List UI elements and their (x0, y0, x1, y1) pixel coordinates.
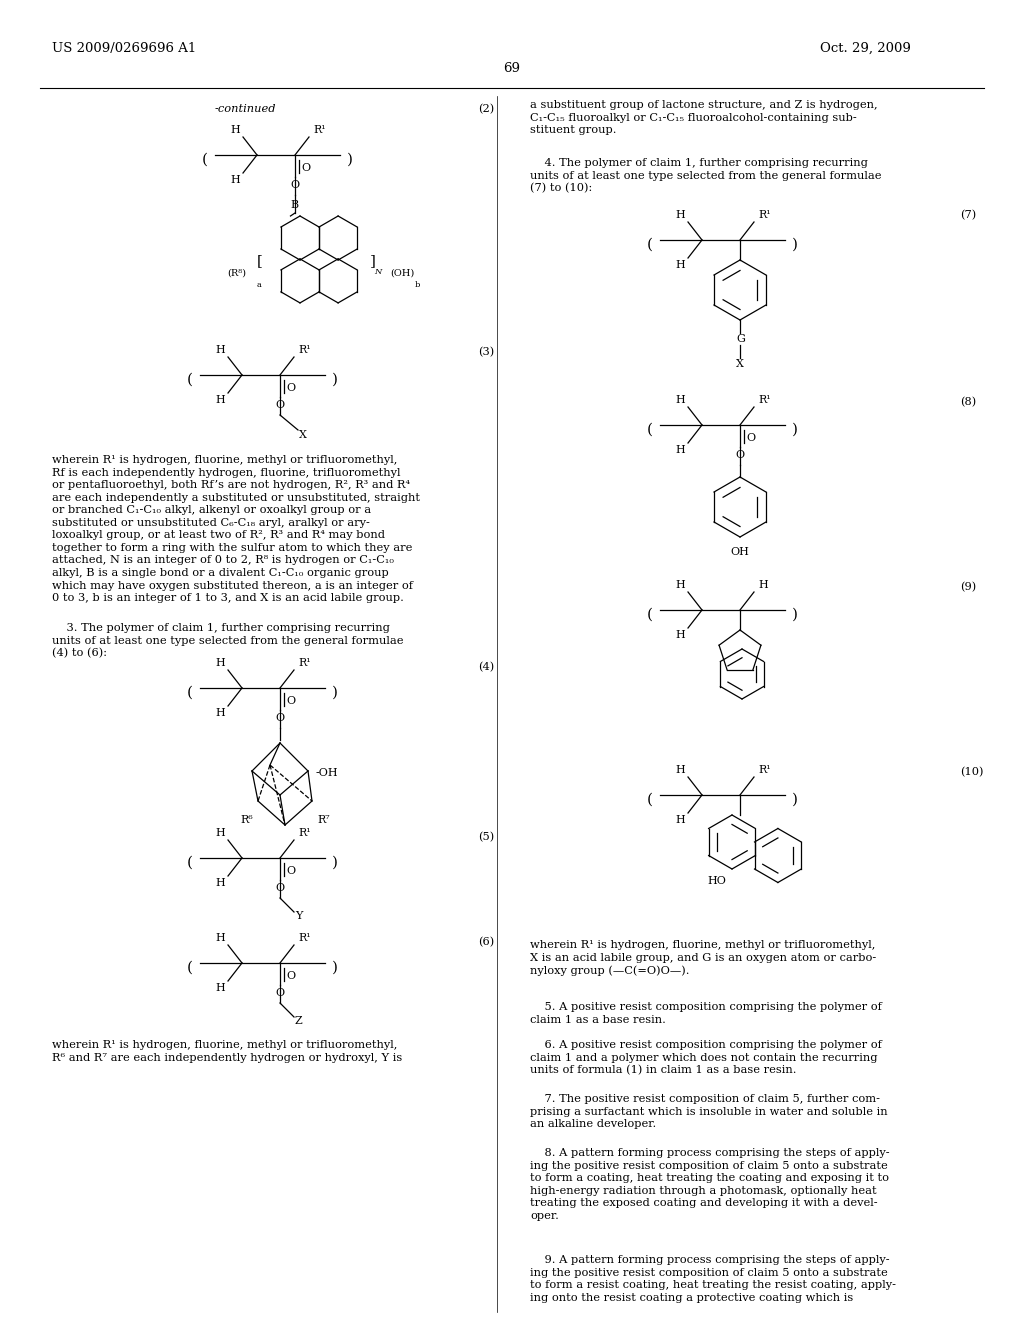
Text: (: ( (647, 793, 653, 807)
Text: O: O (275, 883, 284, 894)
Text: (: ( (202, 153, 208, 168)
Text: H: H (215, 828, 225, 838)
Text: H: H (215, 657, 225, 668)
Text: R¹: R¹ (758, 210, 771, 220)
Text: wherein R¹ is hydrogen, fluorine, methyl or trifluoromethyl,
X is an acid labile: wherein R¹ is hydrogen, fluorine, methyl… (530, 940, 877, 975)
Text: H: H (215, 708, 225, 718)
Text: 6. A positive resist composition comprising the polymer of
claim 1 and a polymer: 6. A positive resist composition compris… (530, 1040, 882, 1076)
Text: Z: Z (295, 1016, 303, 1026)
Text: R¹: R¹ (298, 828, 310, 838)
Text: H: H (230, 176, 240, 185)
Text: 5. A positive resist composition comprising the polymer of
claim 1 as a base res: 5. A positive resist composition compris… (530, 1002, 882, 1024)
Text: (: ( (187, 855, 193, 870)
Text: O: O (286, 383, 295, 393)
Text: (9): (9) (961, 582, 976, 591)
Text: H: H (675, 395, 685, 405)
Text: Oct. 29, 2009: Oct. 29, 2009 (820, 42, 911, 55)
Text: -OH: -OH (316, 768, 339, 777)
Text: (3): (3) (478, 347, 495, 356)
Text: H: H (215, 395, 225, 405)
Text: O: O (286, 972, 295, 981)
Text: ): ) (332, 961, 338, 975)
Text: X: X (299, 430, 307, 440)
Text: (: ( (647, 238, 653, 252)
Text: (: ( (187, 961, 193, 975)
Text: ): ) (332, 374, 338, 387)
Text: ): ) (347, 153, 353, 168)
Text: 4. The polymer of claim 1, further comprising recurring
units of at least one ty: 4. The polymer of claim 1, further compr… (530, 158, 882, 194)
Text: R¹: R¹ (758, 766, 771, 775)
Text: H: H (215, 933, 225, 942)
Text: ): ) (792, 238, 798, 252)
Text: ): ) (792, 609, 798, 622)
Text: O: O (275, 400, 284, 411)
Text: O: O (735, 450, 744, 459)
Text: H: H (675, 210, 685, 220)
Text: O: O (286, 866, 295, 876)
Text: (: ( (187, 686, 193, 700)
Text: R¹: R¹ (313, 125, 326, 135)
Text: b: b (415, 281, 421, 289)
Text: G: G (736, 334, 744, 345)
Text: 69: 69 (504, 62, 520, 75)
Text: -continued: -continued (214, 104, 275, 114)
Text: (R⁸): (R⁸) (227, 268, 246, 277)
Text: (7): (7) (961, 210, 976, 220)
Text: (: ( (187, 374, 193, 387)
Text: H: H (675, 445, 685, 455)
Text: R⁷: R⁷ (317, 814, 330, 825)
Text: (6): (6) (478, 937, 495, 946)
Text: H: H (758, 579, 768, 590)
Text: O: O (286, 696, 295, 706)
Text: ): ) (792, 793, 798, 807)
Text: X: X (736, 359, 743, 370)
Text: R¹: R¹ (298, 345, 310, 355)
Text: B: B (290, 201, 298, 210)
Text: wherein R¹ is hydrogen, fluorine, methyl or trifluoromethyl,
Rf is each independ: wherein R¹ is hydrogen, fluorine, methyl… (52, 455, 420, 603)
Text: ): ) (332, 686, 338, 700)
Text: O: O (275, 713, 284, 723)
Text: R¹: R¹ (298, 657, 310, 668)
Text: H: H (675, 579, 685, 590)
Text: (5): (5) (478, 832, 495, 842)
Text: ]: ] (370, 253, 376, 268)
Text: O: O (275, 987, 284, 998)
Text: HO: HO (707, 876, 726, 886)
Text: O: O (290, 180, 299, 190)
Text: H: H (215, 878, 225, 888)
Text: ): ) (332, 855, 338, 870)
Text: 7. The positive resist composition of claim 5, further com-
prising a surfactant: 7. The positive resist composition of cl… (530, 1094, 888, 1129)
Text: H: H (675, 814, 685, 825)
Text: R¹: R¹ (298, 933, 310, 942)
Text: a: a (257, 281, 262, 289)
Text: R⁶: R⁶ (241, 814, 253, 825)
Text: [: [ (257, 253, 263, 268)
Text: (2): (2) (478, 104, 495, 114)
Text: (OH): (OH) (390, 268, 415, 277)
Text: H: H (215, 983, 225, 993)
Text: Y: Y (295, 911, 302, 921)
Text: H: H (675, 260, 685, 271)
Text: 3. The polymer of claim 1, further comprising recurring
units of at least one ty: 3. The polymer of claim 1, further compr… (52, 623, 403, 659)
Text: (8): (8) (961, 397, 976, 407)
Text: (10): (10) (961, 767, 983, 777)
Text: H: H (215, 345, 225, 355)
Text: H: H (675, 630, 685, 640)
Text: ): ) (792, 422, 798, 437)
Text: 8. A pattern forming process comprising the steps of apply-
ing the positive res: 8. A pattern forming process comprising … (530, 1148, 890, 1221)
Text: R¹: R¹ (758, 395, 771, 405)
Text: OH: OH (730, 546, 749, 557)
Text: (4): (4) (478, 661, 495, 672)
Text: H: H (230, 125, 240, 135)
Text: a substituent group of lactone structure, and Z is hydrogen,
C₁-C₁₅ fluoroalkyl : a substituent group of lactone structure… (530, 100, 878, 135)
Text: 9. A pattern forming process comprising the steps of apply-
ing the positive res: 9. A pattern forming process comprising … (530, 1255, 896, 1303)
Text: (: ( (647, 422, 653, 437)
Text: US 2009/0269696 A1: US 2009/0269696 A1 (52, 42, 197, 55)
Text: N: N (374, 268, 381, 276)
Text: wherein R¹ is hydrogen, fluorine, methyl or trifluoromethyl,
R⁶ and R⁷ are each : wherein R¹ is hydrogen, fluorine, methyl… (52, 1040, 402, 1063)
Text: (: ( (647, 609, 653, 622)
Text: O: O (301, 162, 310, 173)
Text: O: O (746, 433, 755, 444)
Text: H: H (675, 766, 685, 775)
